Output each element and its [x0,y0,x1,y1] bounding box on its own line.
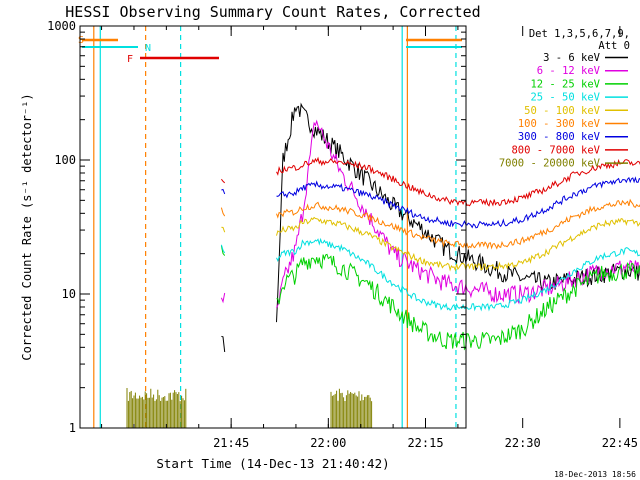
legend-label: 3 - 6 keV [543,52,601,64]
series-line-50-100-kev [221,226,226,233]
y-tick-label: 10 [62,287,76,301]
x-tick-label: 22:30 [505,436,541,450]
legend-label: 12 - 25 keV [530,78,600,90]
series-line-12-25-kev [276,253,640,351]
series-line-100-300-kev [276,198,640,250]
footer-timestamp: 18-Dec-2013 18:56 [554,470,636,479]
y-tick-label: 1 [69,421,76,435]
series-line-100-300-kev [220,207,226,217]
series-line-300-800-kev [276,176,640,229]
x-tick-label: 22:45 [602,436,638,450]
annotation-f: F [127,54,133,65]
plot-frame [79,25,467,429]
legend-label: 7000 - 20000 keV [499,158,601,170]
series-line-6-12-kev [276,119,640,309]
legend-label: 50 - 100 keV [524,105,601,117]
plot-layer: SNF110100100021:4522:0022:1522:3022:4523… [47,19,640,450]
chart-title: HESSI Observing Summary Count Rates, Cor… [65,3,480,21]
series-line-3-6-kev [221,335,226,353]
legend-label: 25 - 50 keV [530,92,600,104]
legend-header-line-1: Det 1,3,5,6,7,9, [529,28,630,40]
series-line-3-6-kev [276,102,640,323]
y-axis-label: Corrected Count Rate (s⁻¹ detector⁻¹) [20,93,34,360]
legend-header-line-2: Att 0 [598,40,630,52]
annotation-n: N [145,43,151,54]
series-line-800-7000-kev [221,178,226,184]
x-axis-label: Start Time (14-Dec-13 21:40:42) [156,456,389,471]
series-line-50-100-kev [276,216,640,272]
series-line-25-50-kev [220,244,226,254]
legend-label: 6 - 12 keV [537,65,601,77]
annotation-s: S [78,35,84,46]
series-line-25-50-kev [276,237,640,312]
series-line-800-7000-kev [276,156,640,207]
y-tick-label: 100 [54,153,76,167]
series-line-300-800-kev [221,188,226,195]
x-tick-label: 22:00 [310,436,346,450]
legend-label: 800 - 7000 keV [511,144,600,156]
x-tick-label: 22:15 [407,436,443,450]
y-tick-label: 1000 [47,19,76,33]
x-tick-label: 21:45 [213,436,249,450]
legend-label: 300 - 800 keV [518,131,601,143]
series-line-6-12-kev [220,292,226,304]
legend-label: 100 - 300 keV [518,118,601,130]
